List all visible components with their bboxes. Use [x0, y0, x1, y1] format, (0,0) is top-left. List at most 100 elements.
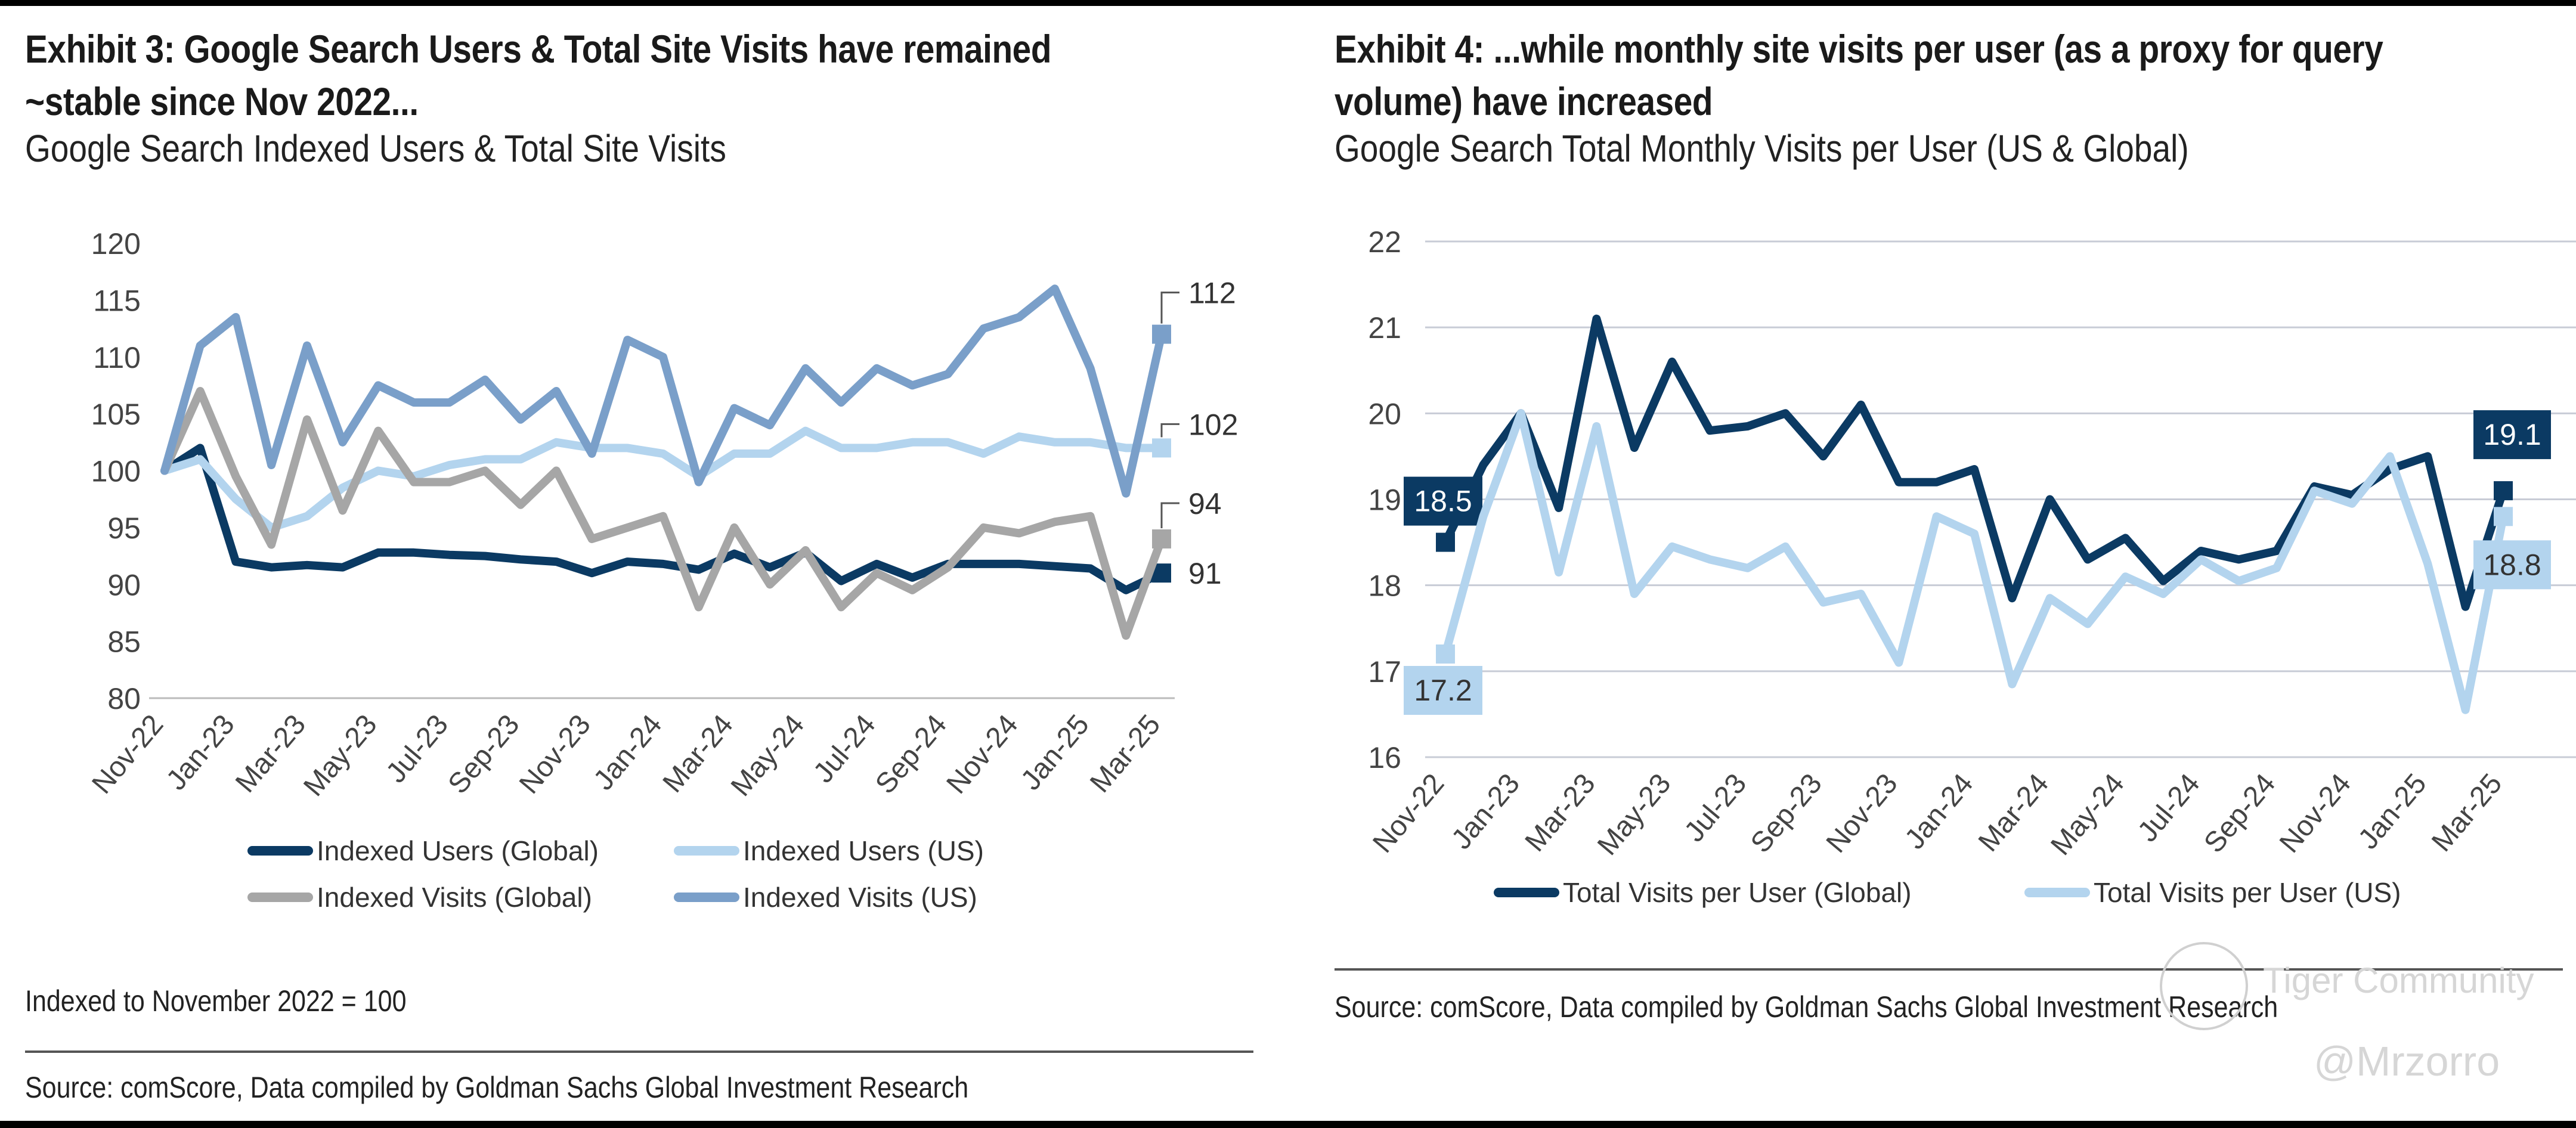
start-value-box — [1404, 666, 1482, 715]
x-tick-label: May-23 — [298, 709, 383, 802]
end-marker — [2494, 481, 2513, 501]
label-leader — [1160, 502, 1179, 528]
exhibit-3-chart: 80859095100105110115120Nov-22Jan-23Mar-2… — [86, 227, 1238, 802]
x-tick-label: Sep-23 — [442, 709, 525, 800]
exhibit-3-title: Exhibit 3: Google Search Users & Total S… — [25, 27, 1052, 123]
x-tick-label: Jul-23 — [380, 709, 455, 789]
legend-label: Indexed Users (US) — [743, 835, 984, 866]
x-tick-label: Nov-23 — [513, 709, 597, 800]
y-tick-label: 120 — [91, 227, 141, 261]
x-tick-label: Sep-23 — [1745, 768, 1828, 859]
y-tick-label: 115 — [93, 284, 141, 317]
end-value-label: 91 — [1188, 557, 1222, 590]
y-tick-label: 105 — [91, 398, 141, 431]
end-value-label: 102 — [1188, 408, 1238, 441]
legend-item: Total Visits per User (Global) — [1494, 876, 1912, 909]
start-value-label: 17.2 — [1414, 674, 1472, 707]
divider — [25, 1050, 1253, 1053]
x-tick-label: Mar-24 — [657, 709, 739, 799]
x-tick-label: Jan-24 — [1899, 768, 1979, 855]
series-line-2 — [160, 387, 1166, 640]
exhibit-3-panel: Exhibit 3: Google Search Users & Total S… — [0, 0, 1288, 1121]
legend-item: Indexed Visits (US) — [674, 881, 977, 913]
end-value-box — [2473, 540, 2551, 590]
start-value-box — [1404, 476, 1482, 526]
x-tick-label: Jan-25 — [1015, 709, 1095, 796]
end-marker — [1152, 324, 1171, 344]
end-value-label: 112 — [1188, 277, 1236, 310]
exhibit-4-panel: Exhibit 4: ...while monthly site visits … — [1288, 0, 2576, 1121]
y-tick-label: 16 — [1368, 741, 1401, 774]
end-marker — [1152, 529, 1171, 548]
legend-label: Indexed Visits (Global) — [317, 882, 592, 913]
start-marker — [1436, 644, 1455, 664]
end-value-box — [2473, 410, 2551, 460]
label-leader — [1160, 423, 1179, 438]
series-line-0 — [1441, 314, 2507, 611]
y-tick-label: 85 — [107, 625, 141, 659]
x-tick-label: Nov-23 — [1820, 768, 1904, 859]
x-tick-label: Mar-24 — [1973, 768, 2055, 858]
x-tick-label: Jan-25 — [2352, 768, 2433, 855]
exhibit-3-source: Source: comScore, Data compiled by Goldm… — [25, 1071, 969, 1104]
legend-label: Total Visits per User (US) — [2094, 877, 2401, 908]
x-tick-label: May-24 — [725, 709, 810, 802]
series-line-1 — [1441, 409, 2507, 714]
x-tick-label: Mar-23 — [230, 709, 312, 799]
x-tick-label: Jul-24 — [2132, 768, 2206, 848]
legend-swatch — [247, 846, 313, 856]
legend-label: Total Visits per User (Global) — [1563, 877, 1912, 908]
legend-swatch — [247, 893, 313, 902]
x-tick-label: Jul-24 — [807, 709, 882, 789]
exhibit-3-subtitle: Google Search Indexed Users & Total Site… — [25, 127, 726, 170]
end-value-label: 18.8 — [2483, 548, 2541, 581]
exhibit-4-title: Exhibit 4: ...while monthly site visits … — [1335, 27, 2383, 123]
legend-swatch — [1494, 888, 1559, 897]
y-tick-label: 17 — [1368, 655, 1401, 689]
legend-label: Indexed Visits (US) — [743, 882, 977, 913]
legend-item: Indexed Users (Global) — [247, 835, 599, 867]
x-tick-label: Mar-25 — [1084, 709, 1166, 799]
exhibit-4-subtitle: Google Search Total Monthly Visits per U… — [1335, 127, 2189, 170]
legend-item: Total Visits per User (US) — [2024, 876, 2401, 909]
x-tick-label: Nov-22 — [86, 709, 169, 800]
series-line-3 — [160, 284, 1166, 498]
x-tick-label: Mar-23 — [1519, 768, 1602, 858]
legend-swatch — [674, 846, 739, 856]
y-tick-label: 20 — [1368, 397, 1401, 430]
top-border — [0, 0, 2576, 6]
legend-swatch — [2024, 888, 2090, 897]
x-tick-label: Sep-24 — [869, 709, 953, 800]
x-tick-label: Jan-23 — [160, 709, 241, 796]
start-marker — [1436, 532, 1455, 552]
y-tick-label: 110 — [93, 341, 141, 374]
legend-item: Indexed Users (US) — [674, 835, 984, 867]
y-tick-label: 22 — [1368, 225, 1401, 259]
x-tick-label: Nov-22 — [1367, 768, 1450, 859]
end-marker — [2494, 507, 2513, 526]
end-marker — [1152, 438, 1171, 458]
y-tick-label: 80 — [107, 682, 141, 715]
start-value-label: 18.5 — [1414, 485, 1472, 518]
bottom-border — [0, 1121, 2576, 1128]
divider — [1335, 968, 2563, 971]
x-tick-label: Nov-24 — [2274, 768, 2357, 859]
y-tick-label: 18 — [1368, 569, 1401, 603]
x-tick-label: May-24 — [2045, 768, 2130, 862]
y-tick-label: 21 — [1368, 311, 1401, 345]
series-line-0 — [160, 444, 1166, 594]
legend-swatch — [674, 893, 739, 902]
x-tick-label: Mar-25 — [2426, 768, 2508, 858]
y-tick-label: 19 — [1368, 484, 1401, 517]
x-tick-label: Jul-23 — [1679, 768, 1753, 848]
tiger-logo-icon — [2160, 942, 2248, 1030]
end-value-label: 94 — [1188, 487, 1222, 520]
exhibit-4-source: Source: comScore, Data compiled by Goldm… — [1335, 990, 2278, 1024]
legend-label: Indexed Users (Global) — [317, 835, 599, 866]
end-value-label: 19.1 — [2483, 418, 2541, 451]
watermark-brand: Tiger Community — [2263, 960, 2534, 1000]
y-tick-label: 95 — [107, 512, 141, 545]
x-tick-label: Sep-24 — [2198, 768, 2281, 859]
